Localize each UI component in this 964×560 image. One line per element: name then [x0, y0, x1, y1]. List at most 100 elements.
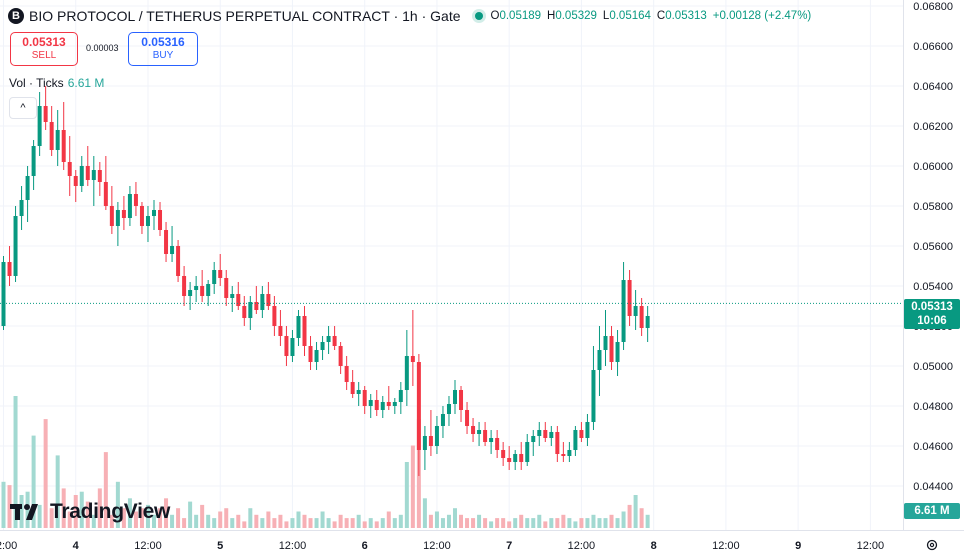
chevron-up-icon: ^ [20, 102, 26, 114]
price-tick-label: 0.06400 [913, 81, 953, 93]
volume-bar [591, 514, 596, 528]
price-tick-label: 0.05800 [913, 201, 953, 213]
candle-body [609, 336, 614, 362]
candle-body [302, 316, 307, 346]
volume-bar [308, 518, 313, 528]
time-tick-label: 12:00 [0, 540, 17, 552]
price-tick-label: 0.04600 [913, 441, 953, 453]
collapse-legend-button[interactable]: ^ [9, 97, 37, 119]
candle-body [73, 176, 78, 186]
candle-body [296, 316, 301, 338]
price-axis[interactable]: 0.06800 0.06600 0.06400 0.06200 0.06000 0.058… [913, 1, 953, 493]
candle-body [428, 436, 433, 446]
candle-body [525, 442, 530, 462]
candle-body [585, 422, 590, 438]
candle-body [561, 454, 566, 456]
candle-body [627, 280, 632, 316]
candle-body [85, 166, 90, 180]
candle-body [55, 130, 60, 150]
volume-bar [224, 508, 229, 528]
volume-bar [362, 521, 367, 528]
volume-bar [507, 521, 512, 528]
volume-bar [13, 396, 18, 528]
candle-body [176, 246, 181, 276]
volume-bar [43, 419, 48, 528]
sell-button[interactable]: 0.05313 SELL [10, 32, 78, 66]
volume-bars [1, 396, 650, 528]
candle-body [320, 342, 325, 350]
gear-icon[interactable] [925, 538, 939, 555]
candle-body [284, 336, 289, 356]
candle-body [579, 430, 584, 438]
symbol-title[interactable]: BIO PROTOCOL / TETHERUS PERPETUAL CONTRA… [29, 8, 461, 24]
candle-body [549, 432, 554, 438]
candle-body [218, 270, 223, 278]
volume-bar [356, 514, 361, 528]
volume-bar [152, 514, 156, 528]
time-tick-label: 4 [73, 540, 80, 552]
volume-legend[interactable]: Vol · Ticks 6.61 M [9, 76, 104, 90]
price-tick-label: 0.06800 [913, 1, 953, 13]
candle-body [242, 306, 247, 318]
time-axis[interactable]: 12:00 4 12:00 5 12:00 6 12:00 7 12:00 8 12:00 9 12:0… [0, 540, 884, 552]
candle-body [260, 294, 265, 310]
candle-body [170, 246, 175, 254]
candle-body [278, 326, 283, 336]
candle-body [332, 336, 337, 346]
chart-header: B BIO PROTOCOL / TETHERUS PERPETUAL CONT… [8, 6, 811, 26]
price-tick-label: 0.04800 [913, 401, 953, 413]
candle-body [308, 346, 313, 362]
price-tick-label: 0.05600 [913, 241, 953, 253]
volume-bar [440, 518, 445, 528]
time-tick-label: 12:00 [712, 540, 740, 552]
volume-bar [49, 508, 54, 528]
candle-body [555, 432, 560, 454]
volume-bar [67, 511, 72, 528]
candle-body [404, 356, 409, 390]
volume-bar [55, 455, 60, 528]
time-tick-label: 5 [217, 540, 223, 552]
candle-body [61, 130, 66, 162]
candle-body [392, 402, 397, 406]
volume-bar [392, 518, 397, 528]
candle-body [344, 366, 349, 382]
spread-value: 0.00003 [86, 43, 119, 53]
candle-body [603, 336, 608, 350]
candle-body [91, 170, 96, 180]
candle-body [194, 286, 199, 290]
candle-body [501, 450, 506, 458]
volume-bar [200, 504, 205, 528]
volume-bar [296, 511, 301, 528]
candle-body [1, 262, 6, 326]
volume-bar [561, 514, 566, 528]
market-status-icon[interactable] [474, 12, 483, 20]
candle-body [314, 350, 319, 362]
time-tick-label: 8 [651, 540, 657, 552]
candle-body [374, 400, 379, 410]
volume-bar [91, 514, 96, 528]
tradingview-logo-icon [10, 504, 38, 520]
volume-bar [585, 518, 590, 528]
candle-body [380, 402, 385, 410]
sell-price: 0.05313 [22, 35, 66, 49]
volume-bar [579, 518, 584, 528]
buy-button[interactable]: 0.05316 BUY [128, 32, 198, 66]
candle-body [519, 454, 524, 462]
time-tick-label: 12:00 [279, 540, 307, 552]
candle-body [368, 400, 373, 406]
volume-bar [531, 518, 536, 528]
price-tick-label: 0.05000 [913, 361, 953, 373]
volume-bar [537, 514, 542, 528]
volume-bar [266, 511, 271, 528]
volume-bar [495, 518, 500, 528]
tradingview-logo[interactable]: TradingView [10, 500, 170, 524]
volume-bar [254, 514, 259, 528]
price-tick-label: 0.05400 [913, 281, 953, 293]
volume-bar [404, 462, 409, 528]
candle-body [459, 390, 464, 410]
volume-bar [145, 504, 150, 528]
candle-body [97, 170, 102, 182]
volume-bar [519, 514, 524, 528]
volume-bar [164, 498, 169, 528]
candle-body [25, 176, 30, 200]
